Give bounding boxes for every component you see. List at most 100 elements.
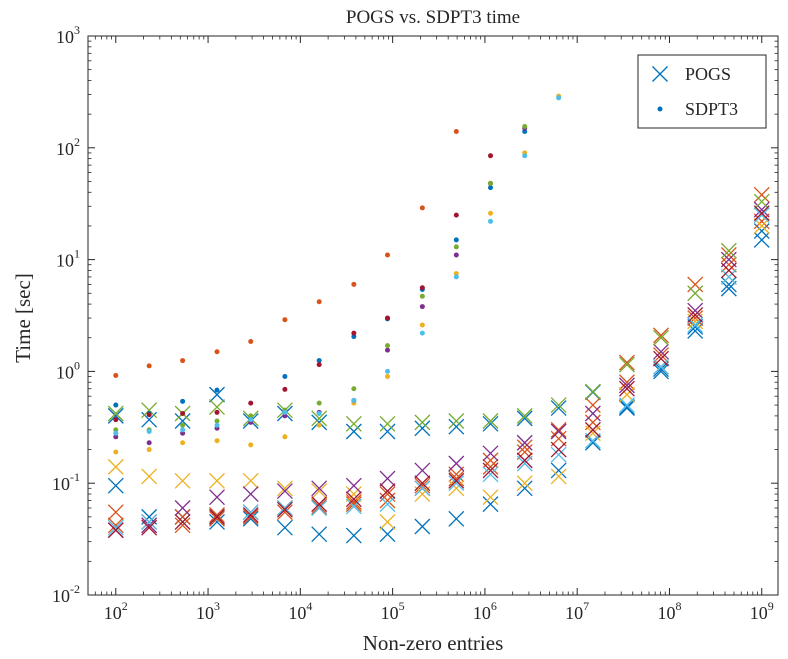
- x-marker-stroke: [345, 423, 362, 440]
- sdpt3-point: [146, 429, 152, 435]
- sdpt3-point: [282, 386, 288, 392]
- pogs-point: [276, 501, 293, 518]
- x-marker-stroke: [550, 421, 567, 438]
- x-tick-label: 108: [657, 599, 681, 623]
- x-marker-stroke: [720, 268, 737, 285]
- pogs-point: [448, 472, 465, 489]
- pogs-point: [618, 380, 635, 397]
- y-tick-label: 101: [56, 247, 80, 271]
- pogs-point: [311, 500, 328, 516]
- x-marker-stroke: [482, 458, 499, 475]
- pogs-point: [448, 455, 465, 472]
- x-marker-stroke: [687, 285, 704, 302]
- x-marker-stroke: [276, 519, 293, 536]
- x-marker-stroke: [618, 380, 635, 397]
- pogs-point: [516, 480, 533, 497]
- pogs-point: [379, 526, 396, 543]
- x-marker-stroke: [618, 400, 635, 417]
- x-marker-stroke: [687, 302, 704, 319]
- x-marker-stroke: [753, 213, 770, 230]
- x-marker-stroke: [311, 526, 328, 543]
- x-marker-stroke: [550, 446, 567, 463]
- x-marker-stroke: [242, 506, 259, 523]
- x-tick-label: 109: [750, 599, 774, 623]
- sdpt3-point: [488, 153, 494, 159]
- pogs-point: [141, 402, 158, 419]
- pogs-point: [482, 496, 499, 513]
- pogs-point: [448, 510, 465, 527]
- sdpt3-point: [248, 442, 254, 448]
- x-marker-stroke: [311, 410, 328, 427]
- x-marker-stroke: [448, 455, 465, 472]
- sdpt3-point: [453, 244, 459, 250]
- pogs-point: [311, 526, 328, 543]
- data-marks: [107, 93, 770, 544]
- legend: POGS SDPT3: [637, 54, 767, 129]
- pogs-point: [516, 434, 533, 451]
- x-marker-stroke: [174, 413, 191, 429]
- x-marker-stroke: [687, 310, 704, 327]
- pogs-point: [276, 480, 293, 497]
- x-marker-stroke: [311, 483, 328, 500]
- pogs-point: [653, 329, 669, 346]
- x-marker-stroke: [414, 414, 431, 431]
- x-tick-label: 103: [196, 599, 220, 623]
- pogs-point: [482, 413, 499, 429]
- pogs-point: [618, 400, 635, 417]
- pogs-point: [107, 405, 124, 422]
- pogs-point: [753, 207, 770, 224]
- pogs-point: [550, 468, 567, 485]
- pogs-point: [414, 518, 431, 535]
- x-marker-stroke: [107, 458, 124, 475]
- pogs-point: [414, 462, 431, 479]
- pogs-point: [209, 489, 225, 506]
- x-marker-stroke: [174, 508, 191, 525]
- x-marker-stroke: [414, 420, 431, 437]
- pogs-point: [345, 493, 362, 510]
- x-marker-stroke: [242, 486, 259, 502]
- sdpt3-point: [419, 293, 425, 299]
- sdpt3-point: [351, 330, 357, 336]
- legend-box: [637, 54, 767, 129]
- pogs-point: [209, 508, 225, 525]
- sdpt3-point: [453, 252, 459, 258]
- x-marker-stroke: [107, 517, 124, 534]
- x-marker-stroke: [516, 434, 533, 451]
- pogs-point: [653, 363, 669, 380]
- pogs-point: [276, 500, 293, 516]
- pogs-point: [379, 496, 396, 513]
- legend-label: POGS: [685, 64, 731, 84]
- sdpt3-point: [282, 409, 288, 415]
- x-marker-stroke: [618, 399, 635, 415]
- sdpt3-point: [453, 274, 459, 280]
- sdpt3-point: [488, 218, 494, 224]
- x-marker-stroke: [720, 242, 737, 259]
- pogs-point: [141, 468, 158, 485]
- x-marker-stroke: [720, 280, 737, 297]
- pogs-point: [276, 483, 293, 500]
- x-marker-stroke: [753, 205, 770, 222]
- x-marker-stroke: [653, 350, 669, 367]
- x-marker-stroke: [107, 405, 124, 422]
- pogs-point: [720, 247, 737, 263]
- pogs-point: [107, 504, 124, 521]
- sdpt3-point: [351, 281, 357, 287]
- pogs-point: [618, 399, 635, 415]
- sdpt3-point: [522, 153, 528, 159]
- sdpt3-point: [385, 347, 391, 353]
- pogs-point: [276, 504, 293, 521]
- pogs-point: [107, 477, 124, 494]
- x-marker-stroke: [379, 526, 396, 543]
- sdpt3-point: [248, 400, 254, 406]
- pogs-point: [550, 397, 567, 414]
- pogs-point: [720, 268, 737, 285]
- pogs-point: [174, 508, 191, 525]
- x-marker-stroke: [448, 475, 465, 492]
- pogs-point: [414, 420, 431, 437]
- pogs-point: [379, 423, 396, 440]
- x-marker-stroke: [720, 247, 737, 263]
- x-marker-stroke: [141, 517, 158, 534]
- x-marker-stroke: [652, 66, 668, 82]
- x-marker-stroke: [209, 399, 225, 415]
- sdpt3-point: [214, 349, 220, 355]
